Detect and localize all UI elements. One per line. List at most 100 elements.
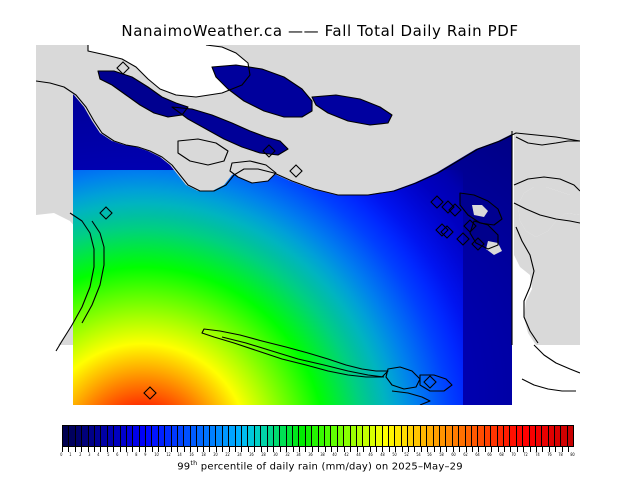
colorbar-segment bbox=[261, 426, 268, 446]
colorbar-tick bbox=[472, 447, 478, 452]
colorbar-tick-label: 5 bbox=[106, 452, 110, 457]
colorbar-segment bbox=[484, 426, 492, 446]
colorbar-segment bbox=[478, 426, 485, 446]
colorbar-ticks bbox=[62, 447, 574, 452]
colorbar-segment bbox=[293, 426, 300, 446]
colorbar-segment bbox=[267, 426, 274, 446]
colorbar-segment bbox=[190, 426, 198, 446]
colorbar-tick-label: 22 bbox=[225, 452, 230, 457]
colorbar-segment bbox=[503, 426, 511, 446]
colorbar-tick-label: 64 bbox=[475, 452, 480, 457]
colorbar-segment bbox=[408, 426, 415, 446]
colorbar-segment bbox=[523, 426, 530, 446]
colorbar-tick bbox=[299, 447, 305, 452]
colorbar-tick bbox=[126, 447, 132, 452]
caption-superscript: th bbox=[190, 459, 198, 467]
colorbar-tick bbox=[536, 447, 542, 452]
colorbar-tick bbox=[138, 447, 145, 452]
colorbar-segment bbox=[414, 426, 421, 446]
colorbar-tick bbox=[497, 447, 504, 452]
colorbar-tick-label: 38 bbox=[320, 452, 325, 457]
colorbar-tick-label: 1 bbox=[69, 452, 72, 457]
colorbar-tick bbox=[542, 447, 548, 452]
colorbar-segment bbox=[337, 426, 345, 446]
colorbar-segment bbox=[280, 426, 287, 446]
colorbar-segment bbox=[555, 426, 562, 446]
colorbar-tick bbox=[350, 447, 356, 452]
colorbar-tick bbox=[548, 447, 555, 452]
colorbar-tick bbox=[222, 447, 228, 452]
colorbar-tick bbox=[523, 447, 529, 452]
colorbar-segment bbox=[344, 426, 351, 446]
colorbar-tick-label: 60 bbox=[451, 452, 456, 457]
colorbar-tick-label: 26 bbox=[249, 452, 254, 457]
colorbar-segment bbox=[216, 426, 223, 446]
colorbar-segment bbox=[312, 426, 319, 446]
colorbar-segment bbox=[401, 426, 409, 446]
colorbar-segment bbox=[440, 426, 447, 446]
colorbar-tick-label: 9 bbox=[144, 452, 147, 457]
colorbar-tick bbox=[446, 447, 452, 452]
colorbar-tick bbox=[375, 447, 382, 452]
colorbar-tick-label: 52 bbox=[404, 452, 409, 457]
colorbar-tick-label: 76 bbox=[546, 452, 552, 457]
colorbar-segment bbox=[350, 426, 357, 446]
colorbar-segment bbox=[446, 426, 453, 446]
colorbar-tick bbox=[202, 447, 209, 452]
colorbar-tick-label: 3 bbox=[88, 452, 91, 457]
colorbar-segment bbox=[433, 426, 441, 446]
colorbar-tick-label: 80 bbox=[570, 452, 576, 457]
colorbar-tick bbox=[401, 447, 408, 452]
colorbar-segment bbox=[248, 426, 255, 446]
colorbar-tick-label: 4 bbox=[97, 452, 100, 457]
colorbar-tick bbox=[478, 447, 484, 452]
colorbar-tick bbox=[561, 447, 568, 452]
colorbar-tick bbox=[273, 447, 279, 452]
colorbar-segment bbox=[241, 426, 249, 446]
colorbar-tick-label: 44 bbox=[356, 452, 361, 457]
colorbar-segment bbox=[459, 426, 466, 446]
rainfall-hotspot bbox=[73, 170, 463, 405]
colorbar-segment bbox=[178, 426, 185, 446]
colorbar-tick bbox=[452, 447, 459, 452]
colorbar-tick bbox=[234, 447, 241, 452]
colorbar-tick bbox=[247, 447, 254, 452]
colorbar-segment bbox=[529, 426, 536, 446]
colorbar-segment bbox=[146, 426, 153, 446]
colorbar-segment bbox=[152, 426, 159, 446]
colorbar-tick bbox=[68, 447, 74, 452]
colorbar-tick bbox=[516, 447, 523, 452]
colorbar-tick bbox=[491, 447, 497, 452]
colorbar-segment bbox=[567, 426, 574, 446]
colorbar-segment bbox=[101, 426, 108, 446]
colorbar-segment bbox=[388, 426, 396, 446]
map-panel[interactable] bbox=[36, 45, 580, 405]
colorbar-tick bbox=[228, 447, 235, 452]
caption-suffix: percentile of daily rain (mm/day) on 202… bbox=[197, 461, 463, 473]
colorbar-tick bbox=[151, 447, 158, 452]
colorbar-tick-label: 8 bbox=[135, 452, 138, 457]
colorbar-tick bbox=[318, 447, 324, 452]
colorbar-tick-label: 30 bbox=[273, 452, 278, 457]
colorbar-tick bbox=[363, 447, 369, 452]
colorbar-segment bbox=[165, 426, 172, 446]
colorbar-tick-label: 70 bbox=[511, 452, 516, 457]
colorbar-segments bbox=[62, 425, 574, 447]
colorbar-segment bbox=[427, 426, 434, 446]
colorbar-segment bbox=[299, 426, 306, 446]
colorbar-segment bbox=[452, 426, 460, 446]
colorbar-tick-label: 12 bbox=[165, 452, 171, 457]
colorbar-segment bbox=[209, 426, 217, 446]
colorbar-tick bbox=[529, 447, 536, 452]
colorbar-segment bbox=[254, 426, 262, 446]
colorbar-tick-label: 18 bbox=[201, 452, 206, 457]
page-title: NanaimoWeather.ca —— Fall Total Daily Ra… bbox=[121, 22, 519, 40]
colorbar-segment bbox=[171, 426, 179, 446]
colorbar-tick-label: 50 bbox=[392, 452, 397, 457]
colorbar-segment bbox=[363, 426, 370, 446]
colorbar-tick-label: 14 bbox=[177, 452, 183, 457]
colorbar-segment bbox=[203, 426, 210, 446]
colorbar-segment bbox=[561, 426, 568, 446]
colorbar-segment bbox=[184, 426, 191, 446]
colorbar-tick-label: 20 bbox=[213, 452, 218, 457]
